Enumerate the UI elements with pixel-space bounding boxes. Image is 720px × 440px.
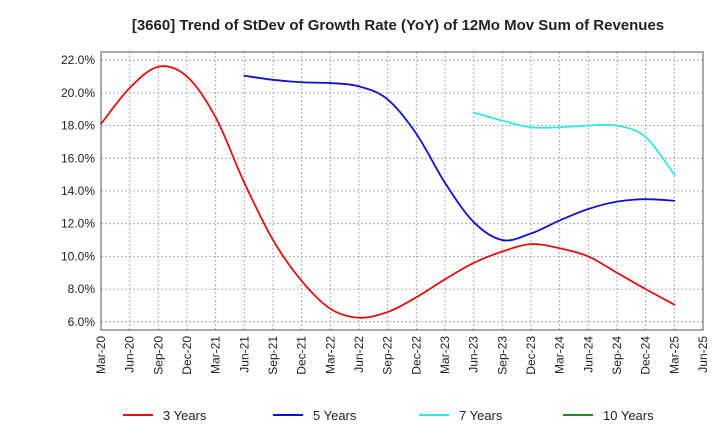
x-tick-label: Mar-23: [438, 336, 452, 374]
legend-item-10-years: 10 Years: [563, 408, 654, 423]
y-tick-label: 16.0%: [61, 151, 95, 165]
x-tick-label: Jun-20: [123, 336, 137, 373]
chart-title: [3660] Trend of StDev of Growth Rate (Yo…: [132, 17, 664, 34]
y-tick-label: 18.0%: [61, 119, 95, 133]
x-tick-label: Sep-20: [151, 336, 165, 375]
series-lines: [100, 65, 676, 319]
legend-label: 3 Years: [163, 408, 207, 423]
y-tick-label: 10.0%: [61, 249, 95, 263]
x-tick-label: Jun-25: [696, 336, 710, 373]
legend-item-7-years: 7 Years: [419, 408, 503, 423]
grid: [101, 52, 703, 330]
y-tick-label: 20.0%: [61, 86, 95, 100]
x-tick-label: Mar-21: [209, 336, 223, 374]
x-tick-label: Sep-21: [266, 336, 280, 375]
x-tick-label: Mar-22: [323, 336, 337, 374]
x-tick-label: Jun-24: [581, 336, 595, 373]
legend-label: 5 Years: [313, 408, 357, 423]
legend-item-5-years: 5 Years: [273, 408, 357, 423]
x-axis-ticks: Mar-20 Jun-20 Sep-20 Dec-20 Mar-21 Jun-21 Sep-…: [94, 336, 710, 375]
x-tick-label: Mar-20: [94, 336, 108, 374]
plot-frame: [100, 51, 704, 331]
y-tick-label: 8.0%: [68, 282, 96, 296]
x-tick-label: Dec-24: [639, 336, 653, 375]
x-tick-label: Jun-23: [467, 336, 481, 373]
x-tick-label: Jun-22: [352, 336, 366, 373]
y-tick-label: 6.0%: [68, 315, 96, 329]
x-tick-label: Dec-22: [409, 336, 423, 375]
y-tick-label: 14.0%: [61, 184, 95, 198]
x-tick-label: Sep-22: [381, 336, 395, 375]
legend-label: 7 Years: [459, 408, 503, 423]
legend: 3 Years 5 Years 7 Years 10 Years: [123, 408, 654, 423]
x-tick-label: Dec-20: [180, 336, 194, 375]
x-tick-label: Mar-24: [553, 336, 567, 374]
x-tick-label: Jun-21: [237, 336, 251, 373]
legend-label: 10 Years: [603, 408, 654, 423]
x-tick-label: Sep-24: [610, 336, 624, 375]
x-tick-label: Sep-23: [495, 336, 509, 375]
y-tick-label: 12.0%: [61, 217, 95, 231]
x-tick-label: Dec-23: [524, 336, 538, 375]
series-line-7-years: [472, 111, 676, 176]
series-line-5-years: [243, 74, 676, 242]
x-tick-label: Mar-25: [667, 336, 681, 374]
x-tick-label: Dec-21: [295, 336, 309, 375]
y-axis-ticks: 6.0% 8.0% 10.0% 12.0% 14.0% 16.0% 18.0% 20.0% 22…: [61, 53, 95, 329]
series-line-3-years: [100, 65, 676, 319]
legend-item-3-years: 3 Years: [123, 408, 207, 423]
y-tick-label: 22.0%: [61, 53, 95, 67]
